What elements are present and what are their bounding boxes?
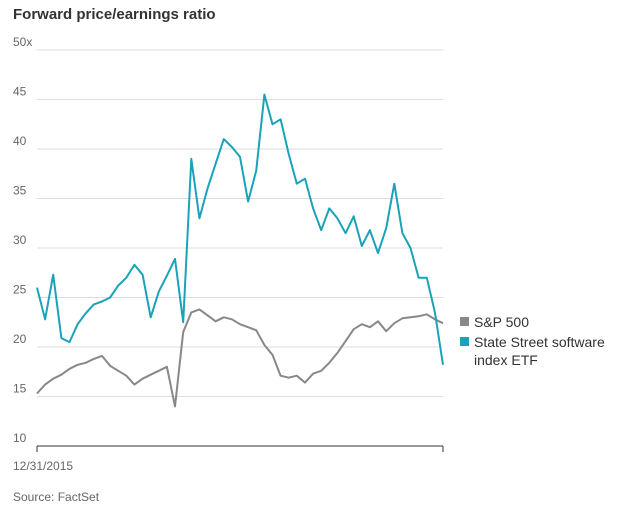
legend: S&P 500 State Street software index ETF — [460, 314, 609, 368]
series-line-software-etf — [36, 93, 444, 365]
y-tick-label-15: 15 — [13, 382, 27, 396]
legend-item-sp500[interactable]: S&P 500 — [460, 314, 529, 330]
y-tick-label-40: 40 — [13, 134, 27, 148]
y-tick-label-50: 50x — [13, 35, 32, 49]
y-axis-tick-labels: 50x 45 40 35 30 25 20 15 10 — [13, 35, 32, 445]
y-tick-label-45: 45 — [13, 85, 27, 99]
y-tick-label-20: 20 — [13, 332, 27, 346]
chart-title: Forward price/earnings ratio — [13, 6, 216, 23]
source-note: Source: FactSet — [13, 490, 100, 504]
data-series — [36, 93, 444, 408]
y-tick-label-25: 25 — [13, 283, 27, 297]
x-axis-start-label: 12/31/2015 — [13, 459, 73, 473]
x-axis: 12/31/2015 — [13, 445, 444, 473]
gridlines — [37, 49, 443, 397]
legend-label-software-etf-line2: index ETF — [474, 352, 538, 368]
legend-item-software-etf[interactable]: State Street software index ETF — [460, 334, 609, 368]
y-tick-label-10: 10 — [13, 431, 27, 445]
legend-swatch-software-etf — [460, 337, 469, 346]
y-tick-label-30: 30 — [13, 233, 27, 247]
series-line-sp500 — [36, 308, 444, 408]
y-tick-label-35: 35 — [13, 184, 27, 198]
legend-label-sp500: S&P 500 — [474, 314, 529, 330]
legend-label-software-etf-line1: State Street software — [474, 334, 605, 350]
legend-label-software-etf: State Street software index ETF — [474, 334, 609, 368]
legend-swatch-sp500 — [460, 317, 469, 326]
